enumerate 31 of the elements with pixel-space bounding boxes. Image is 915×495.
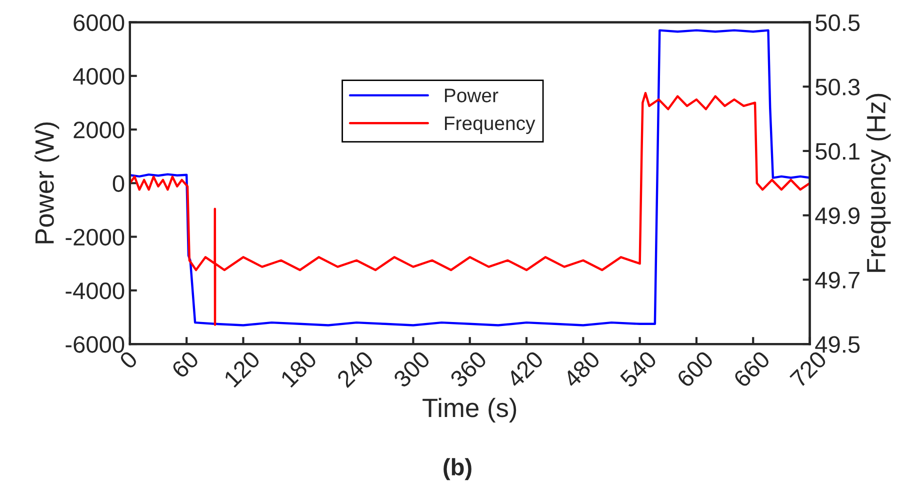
y-tick-label: -6000: [66, 336, 124, 353]
y-tick-label: 4000: [73, 68, 124, 85]
y2-tick-label: 49.5: [815, 336, 860, 353]
x-tick-label: 600: [676, 350, 714, 388]
x-tick-label: 180: [280, 350, 318, 388]
y-axis-title: Power (W): [34, 122, 60, 244]
y-tick-label: -4000: [66, 282, 124, 300]
y-tick-label: 6000: [74, 14, 124, 32]
y-tick-label: -2000: [66, 228, 124, 246]
legend-label: Frequency: [444, 116, 536, 134]
x-tick-label: 120: [223, 350, 261, 388]
y2-tick-label: 50.3: [816, 78, 860, 96]
x-tick-label: 300: [392, 350, 431, 388]
y-tick-label: 2000: [74, 122, 124, 138]
legend-label: Power: [444, 88, 498, 102]
x-tick-label: 420: [506, 350, 544, 389]
y-tick-label: 0: [112, 175, 124, 192]
x-tick-label: 660: [732, 350, 771, 388]
x-tick-label: 360: [449, 350, 488, 388]
y2-tick-label: 50.5: [816, 14, 860, 32]
x-tick-label: 540: [619, 350, 658, 388]
line-series: [130, 29, 810, 326]
x-tick-label: 240: [336, 350, 374, 388]
x-axis-title: Time (s): [422, 398, 516, 422]
y2-axis-title: Frequency (Hz): [866, 94, 891, 272]
y2-tick-label: 50.1: [816, 143, 860, 160]
text: (b): [444, 458, 472, 480]
y2-tick-label: 49.9: [815, 207, 860, 224]
x-tick-label: 60: [170, 350, 200, 379]
x-tick-label: 480: [562, 350, 601, 389]
y2-tick-label: 49.7: [815, 272, 860, 288]
